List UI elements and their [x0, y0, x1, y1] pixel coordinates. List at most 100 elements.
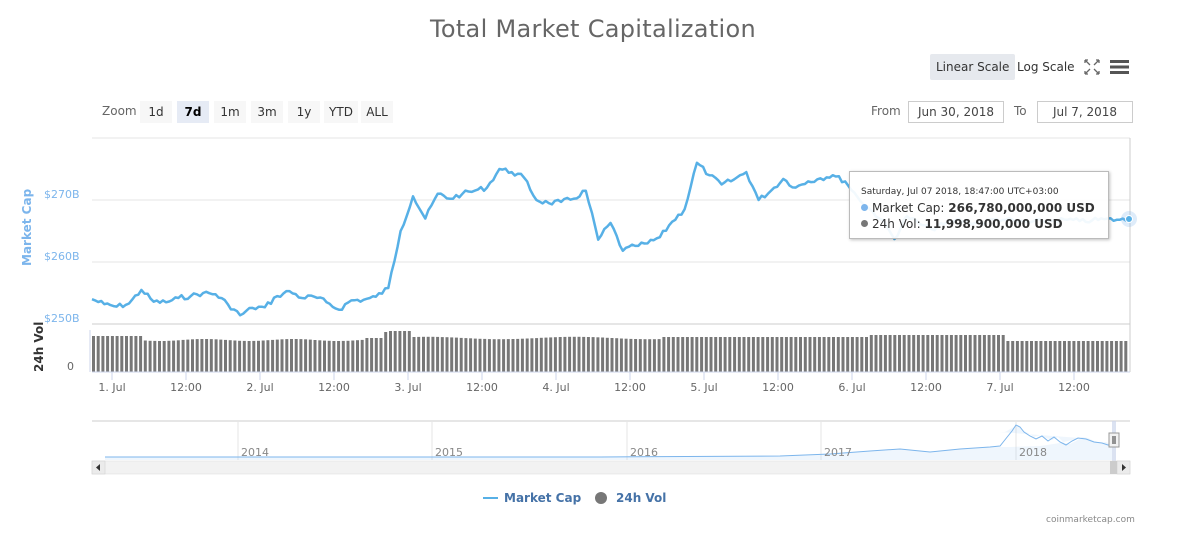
volume-bar [134, 336, 138, 372]
volume-bar [1011, 341, 1015, 372]
volume-bar [902, 335, 906, 372]
navigator-year-2016: 2016 [630, 446, 658, 459]
volume-bar [370, 338, 374, 372]
log-scale-button[interactable]: Log Scale [1017, 60, 1075, 74]
volume-bar [1030, 341, 1033, 372]
volume-bar [129, 336, 133, 372]
volume-bar [1114, 341, 1118, 372]
volume-bar [808, 337, 812, 372]
y2-tick-0: 0 [67, 360, 74, 373]
volume-bar [374, 338, 378, 372]
legend-item-24h-vol[interactable]: 24h Vol [616, 491, 667, 505]
zoom-1y-button[interactable]: 1y [288, 101, 320, 123]
volume-bar [582, 336, 586, 373]
volume-bar [822, 337, 826, 372]
volume-bar [657, 339, 661, 373]
volume-bar [195, 339, 199, 372]
volume-bar [813, 337, 817, 372]
volume-bar [247, 341, 251, 372]
zoom-7d-button[interactable]: 7d [177, 101, 209, 123]
volume-bar [803, 337, 807, 372]
volume-bar [360, 339, 364, 373]
volume-bar [1039, 341, 1043, 372]
hamburger-menu-icon[interactable] [1110, 59, 1129, 75]
navigator-area [105, 425, 1112, 460]
volume-bar [860, 337, 864, 372]
legend-item-market-cap[interactable]: Market Cap [504, 491, 582, 505]
volume-bar [290, 339, 293, 372]
volume-bar [304, 339, 308, 372]
volume-bar [883, 335, 887, 372]
x-tick-label: 12:00 [318, 381, 350, 394]
scrollbar-thumb[interactable] [1110, 461, 1117, 474]
volume-bar [271, 339, 275, 373]
volume-bar [261, 340, 265, 372]
volume-bar [280, 339, 284, 372]
zoom-all-button[interactable]: ALL [361, 101, 393, 123]
volume-bar [978, 335, 982, 372]
volume-bar [968, 335, 972, 372]
volume-bar [299, 339, 303, 372]
volume-bar [836, 337, 840, 372]
from-date-input[interactable]: Jun 30, 2018 [908, 101, 1004, 123]
volume-bar [158, 341, 161, 373]
volume-bar [704, 337, 708, 372]
volume-bar [869, 335, 873, 372]
zoom-ytd-button[interactable]: YTD [324, 101, 358, 123]
volume-bar [954, 335, 958, 372]
volume-bar [431, 336, 435, 372]
volume-bar [403, 331, 407, 372]
x-tick-label: 6. Jul [838, 381, 866, 394]
scrollbar-track[interactable] [91, 460, 1131, 475]
y-tick-270b: $270B [44, 188, 80, 201]
x-tick-label: 12:00 [762, 381, 794, 394]
volume-bar [176, 340, 180, 373]
volume-bar [454, 337, 458, 372]
volume-bar [120, 336, 124, 372]
linear-scale-button[interactable]: Linear Scale [930, 54, 1016, 80]
volume-bar [982, 335, 986, 372]
volume-bar [96, 336, 100, 372]
volume-bar [1124, 341, 1128, 372]
volume-bar [398, 331, 402, 372]
volume-bar [1081, 341, 1085, 372]
volume-bar [252, 340, 256, 372]
hover-point[interactable] [1125, 215, 1133, 223]
volume-bar [110, 336, 114, 372]
volume-bar [450, 337, 454, 372]
zoom-3m-button[interactable]: 3m [251, 101, 283, 123]
credits-link[interactable]: coinmarketcap.com [1046, 515, 1135, 525]
volume-bar [525, 338, 529, 372]
tooltip-market-cap-row: Market Cap: 266,780,000,000 USD [861, 201, 1095, 215]
volume-bar [535, 338, 539, 373]
volume-bar [412, 337, 416, 373]
volume-bar [714, 337, 718, 372]
volume-bar [563, 336, 567, 372]
volume-bar [629, 338, 633, 373]
volume-bar [266, 340, 270, 372]
tooltip-market-cap-value: 266,780,000,000 USD [948, 201, 1095, 215]
fullscreen-icon[interactable] [1084, 59, 1100, 75]
volume-bar [695, 337, 699, 372]
navigator-year-2014: 2014 [241, 446, 269, 459]
volume-bar [346, 340, 350, 373]
volume-bar [365, 338, 369, 372]
x-tick-label: 12:00 [1058, 381, 1090, 394]
volume-bar [794, 337, 798, 372]
volume-bar [492, 339, 496, 373]
volume-bar [770, 337, 774, 372]
zoom-1d-button[interactable]: 1d [140, 101, 172, 123]
volume-bar [1034, 341, 1038, 372]
volume-bar [186, 339, 190, 372]
volume-bar [751, 337, 755, 372]
volume-bar [784, 337, 788, 372]
navigator-handle[interactable] [1108, 432, 1120, 448]
zoom-1m-button[interactable]: 1m [214, 101, 246, 123]
to-date-input[interactable]: Jul 7, 2018 [1037, 101, 1133, 123]
volume-bar [832, 337, 835, 372]
volume-bar [214, 339, 218, 372]
volume-bar [553, 337, 557, 373]
volume-bar [162, 341, 166, 373]
volume-bar [898, 335, 901, 372]
